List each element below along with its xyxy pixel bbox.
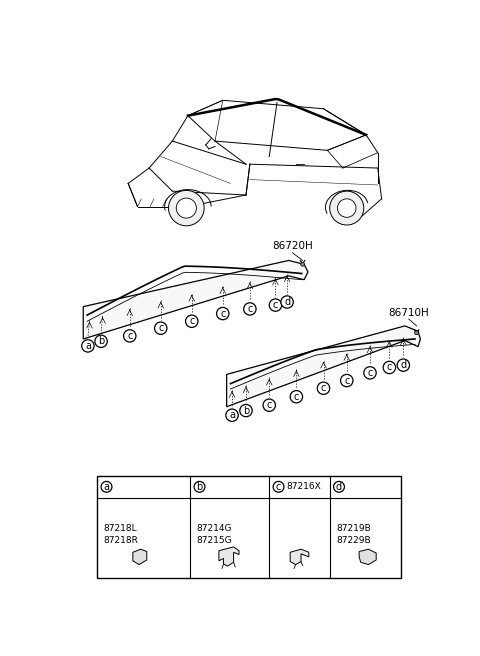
Text: 87214G
87215G: 87214G 87215G bbox=[196, 523, 232, 544]
Circle shape bbox=[281, 296, 293, 308]
Polygon shape bbox=[219, 547, 239, 566]
Text: c: c bbox=[344, 375, 349, 386]
Text: b: b bbox=[243, 405, 249, 416]
Text: c: c bbox=[294, 392, 299, 401]
Circle shape bbox=[216, 308, 229, 319]
Text: 87218L
87218R: 87218L 87218R bbox=[103, 523, 138, 544]
Circle shape bbox=[364, 367, 376, 379]
Circle shape bbox=[300, 262, 304, 266]
Circle shape bbox=[95, 335, 107, 348]
Text: c: c bbox=[321, 383, 326, 393]
Text: a: a bbox=[104, 482, 109, 492]
Text: c: c bbox=[387, 363, 392, 373]
Text: c: c bbox=[266, 400, 272, 410]
Text: 86710H: 86710H bbox=[388, 308, 429, 318]
Text: d: d bbox=[336, 482, 342, 492]
Text: b: b bbox=[98, 337, 104, 346]
Circle shape bbox=[269, 299, 282, 311]
Circle shape bbox=[415, 331, 419, 335]
Polygon shape bbox=[290, 549, 309, 565]
Circle shape bbox=[186, 315, 198, 327]
Polygon shape bbox=[227, 326, 420, 407]
Circle shape bbox=[334, 482, 345, 492]
Circle shape bbox=[273, 482, 284, 492]
Circle shape bbox=[383, 361, 396, 374]
Circle shape bbox=[101, 482, 112, 492]
Circle shape bbox=[168, 190, 204, 226]
Text: b: b bbox=[196, 482, 203, 492]
Text: c: c bbox=[367, 368, 372, 378]
Circle shape bbox=[330, 191, 364, 225]
Polygon shape bbox=[133, 549, 147, 565]
Polygon shape bbox=[83, 260, 308, 339]
Circle shape bbox=[123, 330, 136, 342]
Text: c: c bbox=[247, 304, 252, 314]
Text: d: d bbox=[400, 360, 407, 370]
Circle shape bbox=[155, 322, 167, 335]
Text: c: c bbox=[189, 316, 194, 326]
Circle shape bbox=[194, 482, 205, 492]
Polygon shape bbox=[359, 549, 376, 565]
Circle shape bbox=[263, 399, 276, 411]
Text: 86720H: 86720H bbox=[272, 241, 313, 251]
Text: c: c bbox=[127, 331, 132, 341]
Text: a: a bbox=[229, 410, 235, 420]
Circle shape bbox=[337, 199, 356, 217]
Circle shape bbox=[176, 198, 196, 218]
Text: d: d bbox=[284, 297, 290, 307]
Circle shape bbox=[82, 340, 94, 352]
Text: 87219B
87229B: 87219B 87229B bbox=[336, 523, 371, 544]
Text: a: a bbox=[85, 341, 91, 351]
Circle shape bbox=[317, 382, 330, 394]
Circle shape bbox=[397, 359, 409, 371]
Text: 87216X: 87216X bbox=[286, 482, 321, 491]
Circle shape bbox=[290, 390, 302, 403]
Circle shape bbox=[340, 375, 353, 387]
Circle shape bbox=[226, 409, 238, 421]
Text: c: c bbox=[273, 300, 278, 310]
Text: c: c bbox=[276, 482, 281, 492]
Circle shape bbox=[240, 405, 252, 417]
Circle shape bbox=[244, 303, 256, 315]
Text: c: c bbox=[158, 323, 163, 333]
Text: c: c bbox=[220, 308, 226, 319]
